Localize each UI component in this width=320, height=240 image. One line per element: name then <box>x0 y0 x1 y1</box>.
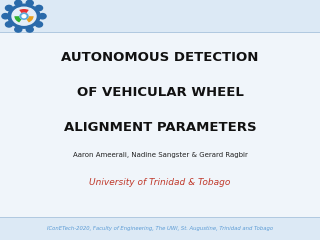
FancyBboxPatch shape <box>0 217 320 240</box>
Circle shape <box>12 7 36 25</box>
Circle shape <box>26 0 33 6</box>
Circle shape <box>5 22 12 27</box>
Circle shape <box>20 13 28 19</box>
FancyBboxPatch shape <box>0 0 320 32</box>
Circle shape <box>36 22 43 27</box>
Text: University of Trinidad & Tobago: University of Trinidad & Tobago <box>89 178 231 187</box>
Circle shape <box>8 4 40 28</box>
Text: OF VEHICULAR WHEEL: OF VEHICULAR WHEEL <box>76 86 244 99</box>
Circle shape <box>2 13 9 19</box>
Circle shape <box>15 0 22 6</box>
Circle shape <box>22 15 26 18</box>
Text: IConETech-2020, Faculty of Engineering, The UWI, St. Augustine, Trinidad and Tob: IConETech-2020, Faculty of Engineering, … <box>47 226 273 231</box>
Circle shape <box>26 27 33 32</box>
Circle shape <box>15 27 22 32</box>
Wedge shape <box>27 16 34 22</box>
Circle shape <box>36 5 43 11</box>
Text: Aaron Ameerali, Nadine Sangster & Gerard Ragbir: Aaron Ameerali, Nadine Sangster & Gerard… <box>73 152 247 158</box>
Circle shape <box>5 5 12 11</box>
Text: ALIGNMENT PARAMETERS: ALIGNMENT PARAMETERS <box>64 121 256 134</box>
Circle shape <box>39 13 46 19</box>
Text: AUTONOMOUS DETECTION: AUTONOMOUS DETECTION <box>61 51 259 64</box>
Wedge shape <box>19 9 29 13</box>
Wedge shape <box>14 16 21 22</box>
